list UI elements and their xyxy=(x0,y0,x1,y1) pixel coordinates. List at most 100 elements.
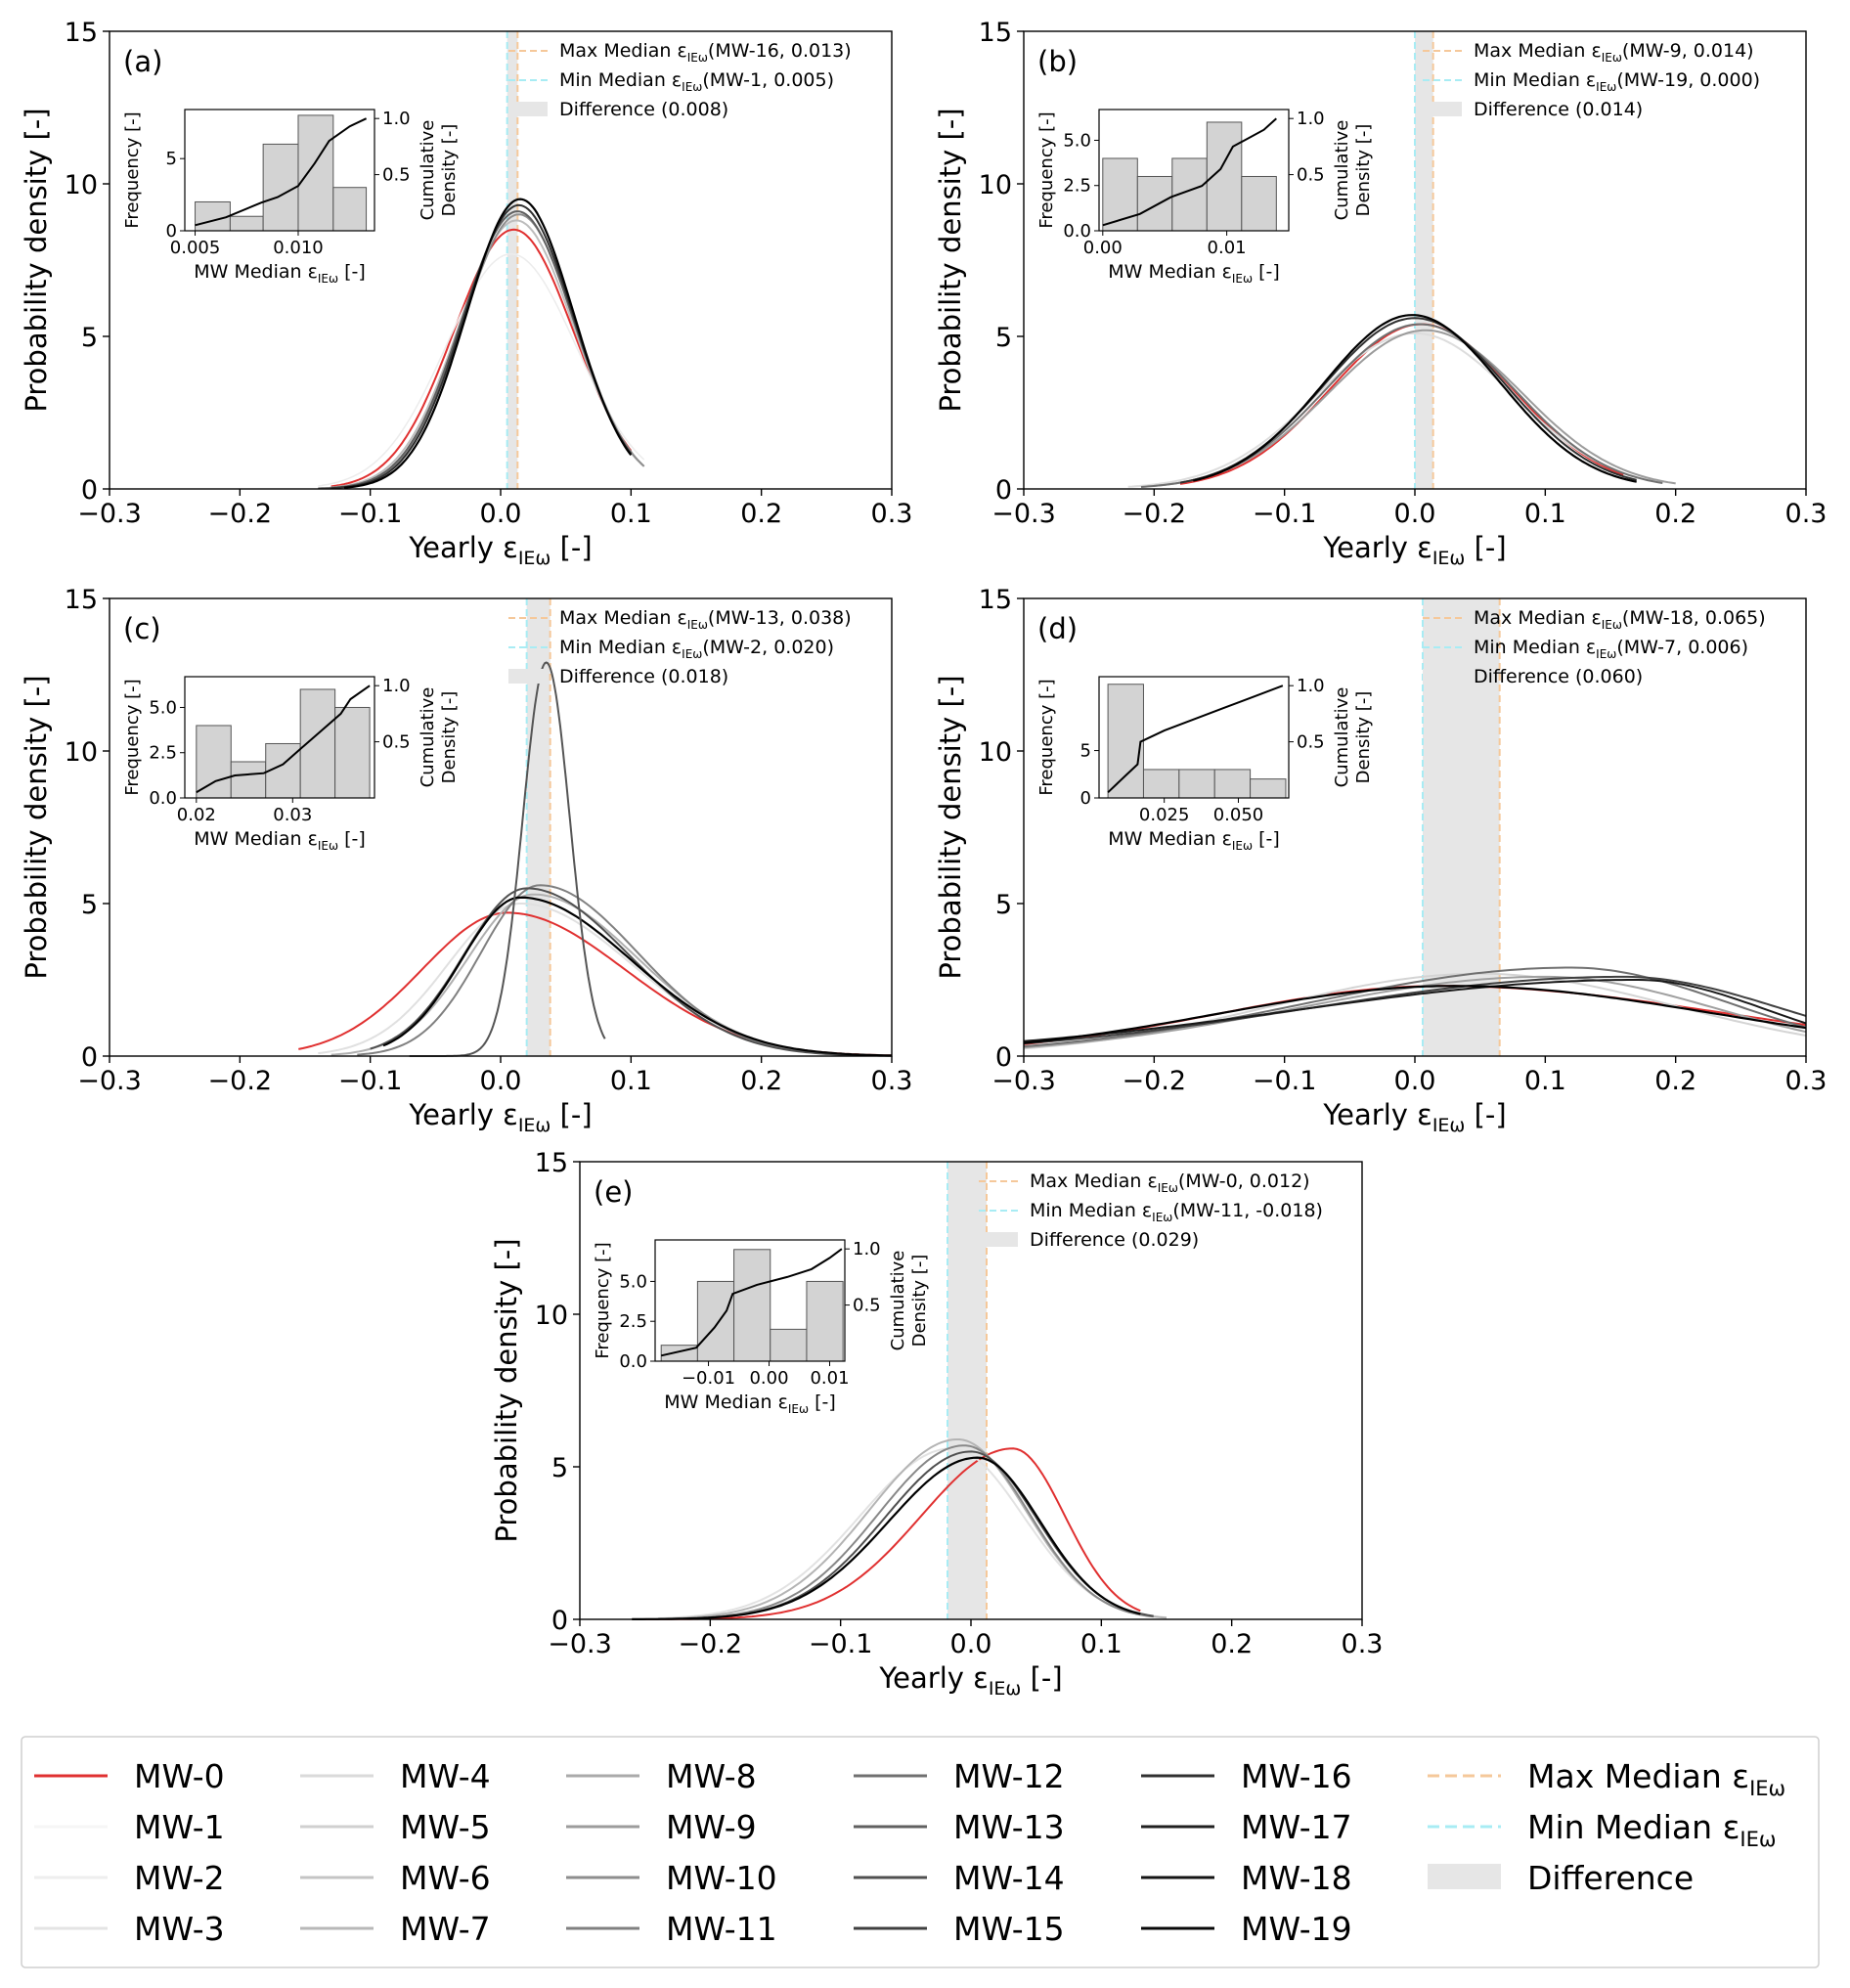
x-tick-label: 0.0 xyxy=(480,1066,522,1096)
legend-label: MW-8 xyxy=(666,1757,757,1795)
y-axis-label: Probability density [-] xyxy=(934,108,967,412)
density-curve xyxy=(330,219,645,489)
legend-min-median-sub: IEω xyxy=(1740,1828,1776,1851)
inset-y-tick-label: 5.0 xyxy=(1063,130,1091,151)
histogram-bar xyxy=(1250,778,1287,799)
y-tick-label: 0 xyxy=(995,1042,1012,1073)
density-curve xyxy=(632,1447,1141,1620)
x-axis-label-sub: IEω xyxy=(989,1678,1022,1700)
x-axis-label-main: Yearly ε xyxy=(878,1661,989,1695)
inset-frame xyxy=(1098,109,1290,232)
legend-max-median-sub: IEω xyxy=(1749,1777,1785,1800)
axes-frame xyxy=(109,597,893,1057)
inset: 0.025 0.050 0 5 0.5 1.0 MW Median εIEω [-] Freq… xyxy=(1036,676,1374,853)
inset-x-label: MW Median εIEω [-] xyxy=(194,828,366,853)
legend-min-value: (MW-1, 0.005) xyxy=(702,69,834,91)
histogram-bar xyxy=(265,742,301,799)
legend-min-sub: IEω xyxy=(682,80,702,94)
histogram-bar xyxy=(230,761,267,799)
y-axis-label: Probability density [-] xyxy=(934,675,967,979)
inset-y-tick-label: 5.0 xyxy=(619,1271,647,1292)
inset-x-label-main: MW Median ε xyxy=(194,828,318,850)
legend-min-value: (MW-7, 0.006) xyxy=(1616,637,1748,658)
legend-label: MW-18 xyxy=(1241,1859,1352,1897)
cumulative-density-line xyxy=(195,117,368,227)
x-tick-label: 0.1 xyxy=(610,499,652,529)
legend-min-main: Min Median ε xyxy=(559,69,682,91)
inset-frame xyxy=(184,109,375,232)
inset-y2-label-1: Cumulative xyxy=(418,687,438,788)
x-tick-label: 0.0 xyxy=(1394,499,1436,529)
panel-letter: (c) xyxy=(123,612,161,645)
inset-y-tick-label: 0 xyxy=(1080,788,1091,809)
y-tick-label: 10 xyxy=(979,737,1012,768)
histogram-bar xyxy=(696,1280,735,1362)
legend-min-sub: IEω xyxy=(682,647,702,661)
x-tick-label: 0.0 xyxy=(1394,1066,1436,1096)
legend-max-text: Max Median εIEω(MW-13, 0.038) xyxy=(559,607,852,632)
histogram-bar xyxy=(733,1249,771,1362)
y-tick-label: 15 xyxy=(65,18,98,48)
y-tick-label: 5 xyxy=(81,890,98,920)
inset-x-tick-label: 0.050 xyxy=(1213,805,1264,825)
x-tick-label: −0.3 xyxy=(548,1629,612,1659)
x-tick-label: −0.1 xyxy=(1253,1066,1317,1096)
legend-label: MW-14 xyxy=(953,1859,1065,1897)
legend-diff-swatch xyxy=(508,102,548,116)
x-tick-label: −0.2 xyxy=(1123,499,1187,529)
y-tick-label: 0 xyxy=(81,1042,98,1073)
y-tick-label: 5 xyxy=(551,1453,568,1483)
inset-x-label-tail: [-] xyxy=(338,261,366,283)
histogram-bar xyxy=(334,706,371,799)
legend-label: MW-3 xyxy=(134,1910,225,1948)
legend-max-text: Max Median εIEω(MW-9, 0.014) xyxy=(1474,40,1754,65)
x-axis-label-sub: IEω xyxy=(518,1115,551,1136)
histogram-bar xyxy=(229,215,264,232)
x-tick-label: −0.1 xyxy=(809,1629,873,1659)
x-tick-label: 0.3 xyxy=(1785,1066,1828,1096)
inset-y-tick-label: 2.5 xyxy=(619,1311,647,1332)
x-tick-label: −0.3 xyxy=(991,1066,1056,1096)
inset-x-tick-label: 0.00 xyxy=(749,1368,788,1389)
y-axis-label: Probability density [-] xyxy=(20,675,53,979)
legend-max-value: (MW-18, 0.065) xyxy=(1622,607,1766,629)
inset-y-label: Frequency [-] xyxy=(122,111,143,228)
legend-min-median-label: Min Median εIEω xyxy=(1527,1808,1776,1851)
inset-x-tick-label: 0.025 xyxy=(1139,805,1190,825)
legend-diff-text: Difference (0.060) xyxy=(1474,666,1643,687)
inset-frame xyxy=(1098,676,1290,799)
density-curve xyxy=(343,198,633,489)
density-curve xyxy=(1193,314,1637,483)
inset-y2-label-2: Density [-] xyxy=(1353,691,1374,784)
legend-diff-text: Difference (0.014) xyxy=(1474,99,1643,120)
legend-min-main: Min Median ε xyxy=(1030,1200,1152,1221)
x-axis-label-tail: [-] xyxy=(551,531,592,564)
panel-letter: (e) xyxy=(594,1175,633,1209)
y-tick-label: 15 xyxy=(535,1148,568,1178)
x-tick-label: −0.1 xyxy=(1253,499,1317,529)
legend-max-main: Max Median ε xyxy=(559,607,687,629)
inset-x-label: MW Median εIEω [-] xyxy=(1108,828,1280,853)
histogram-bar xyxy=(332,187,368,232)
y-axis-label: Probability density [-] xyxy=(20,108,53,412)
legend-max-main: Max Median ε xyxy=(1474,607,1602,629)
legend-min-sub: IEω xyxy=(1152,1211,1172,1224)
inset-x-tick-label: 0.00 xyxy=(1083,238,1123,258)
inset-y-tick-label: 0 xyxy=(166,221,177,242)
inset-x-label-sub: IEω xyxy=(318,272,338,286)
legend-max-value: (MW-13, 0.038) xyxy=(708,607,852,629)
inset-y-label: Frequency [-] xyxy=(1036,679,1057,795)
legend-max-main: Max Median ε xyxy=(1474,40,1602,62)
axes-frame xyxy=(109,30,893,490)
density-curve xyxy=(330,203,633,490)
density-curve xyxy=(370,887,892,1057)
inset-frame xyxy=(654,1239,846,1362)
legend-label: MW-2 xyxy=(134,1859,225,1897)
histogram-bar xyxy=(1171,157,1208,232)
inset-x-tick-label: −0.01 xyxy=(682,1368,735,1389)
inset-y-label: Frequency [-] xyxy=(593,1242,613,1358)
x-tick-label: 0.3 xyxy=(871,499,913,529)
density-curve xyxy=(357,884,892,1057)
inset-x-label-main: MW Median ε xyxy=(664,1392,788,1413)
